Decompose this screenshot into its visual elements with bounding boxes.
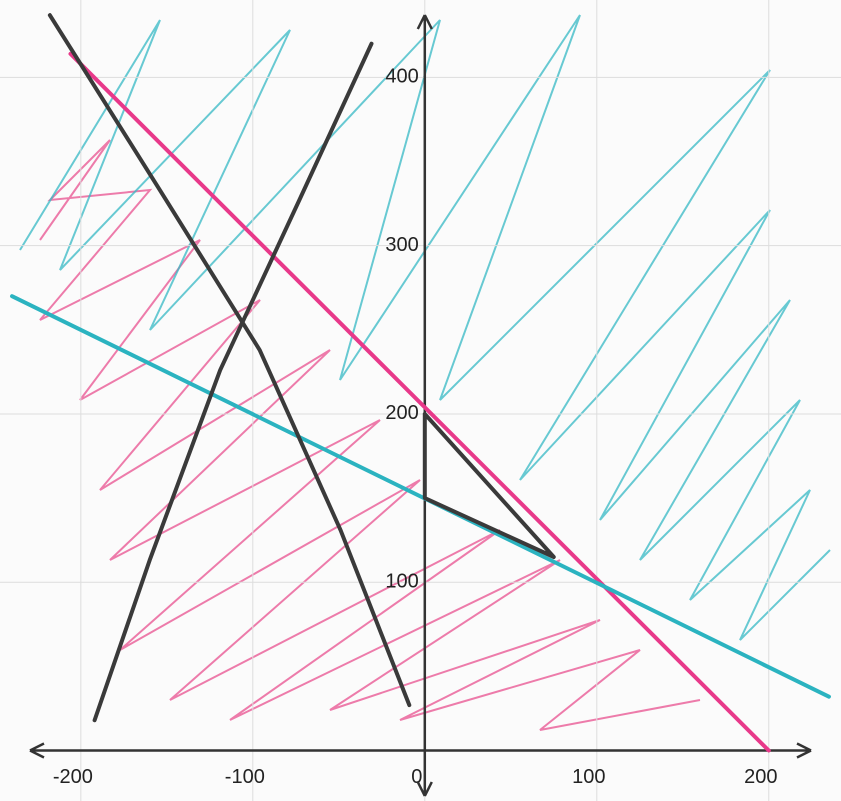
y-tick-label: 400 xyxy=(385,66,418,88)
data-line xyxy=(47,13,412,708)
x-tick-label: 0 xyxy=(411,766,422,788)
y-tick-label: 200 xyxy=(385,402,418,424)
hatch xyxy=(39,139,701,731)
x-axis xyxy=(29,742,812,759)
data-line xyxy=(422,411,556,559)
y-tick-label: 300 xyxy=(385,234,418,256)
data-line xyxy=(10,294,831,699)
x-tick-label: -200 xyxy=(53,766,93,788)
teal-hatching xyxy=(19,14,831,641)
data-line xyxy=(92,41,374,723)
x-tick-label: 200 xyxy=(744,766,777,788)
y-tick-label: 100 xyxy=(385,571,418,593)
x-tick-label: 100 xyxy=(572,766,605,788)
hatch xyxy=(19,14,831,641)
x-tick-label: -100 xyxy=(225,766,265,788)
pink-hatching xyxy=(39,139,701,731)
data-line xyxy=(68,51,771,753)
